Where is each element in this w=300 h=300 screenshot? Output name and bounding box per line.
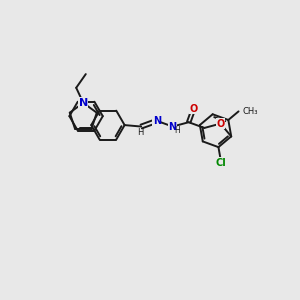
Text: H: H [175, 126, 180, 135]
Text: N: N [153, 116, 161, 126]
Text: O: O [216, 118, 225, 129]
Text: CH₃: CH₃ [242, 107, 258, 116]
Text: N: N [169, 122, 177, 131]
Text: O: O [189, 104, 198, 114]
Text: Cl: Cl [215, 158, 226, 168]
Text: H: H [137, 128, 143, 137]
Text: N: N [79, 98, 88, 108]
